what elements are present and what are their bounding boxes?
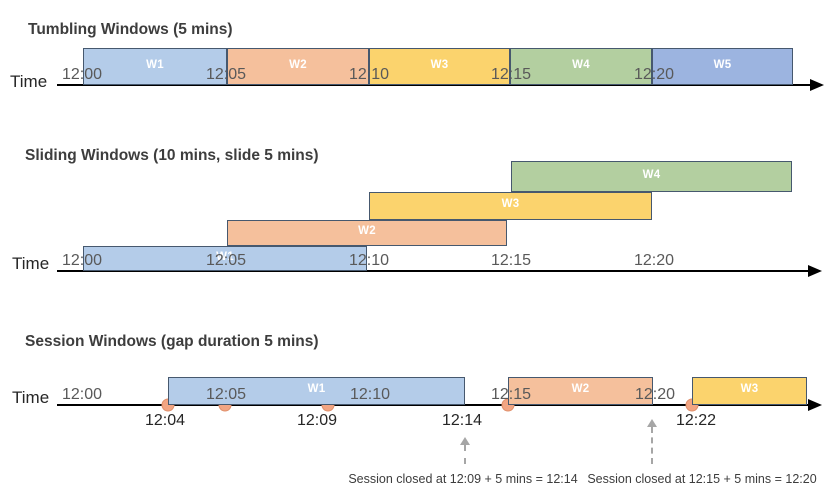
window-box-tumbling-w4: W4: [510, 48, 652, 85]
window-box-tumbling-w1: W1: [83, 48, 227, 85]
session-close-annotation: Session closed at 12:15 + 5 mins = 12:20: [587, 472, 817, 486]
event-dot: [321, 398, 335, 412]
window-label: W2: [358, 225, 376, 237]
axis-tick-label: 12:20: [633, 252, 675, 269]
window-box-tumbling-w2: W2: [227, 48, 369, 85]
window-box-sliding-w1: W1: [83, 246, 367, 271]
event-time-label: 12:09: [296, 412, 338, 429]
timeline-tumbling: [57, 84, 810, 86]
window-label: W4: [572, 58, 590, 71]
time-axis-label: Time: [12, 388, 50, 407]
axis-tick-label: 12:10: [348, 66, 390, 83]
window-label: W5: [713, 58, 732, 71]
axis-tick-label: 12:00: [61, 386, 103, 403]
arrow-up-head-icon: [460, 437, 470, 445]
session-close-arrow-icon: [647, 419, 657, 464]
axis-tick-label: 12:15: [490, 252, 532, 269]
window-label: W3: [740, 383, 759, 395]
arrow-dashed-shaft: [651, 427, 653, 464]
event-time-label: 12:04: [144, 412, 186, 429]
axis-tick-label: 12:20: [634, 386, 676, 403]
window-box-sliding-w2: W2: [227, 220, 507, 246]
timeline-session: [57, 404, 808, 406]
arrow-dashed-shaft: [464, 445, 466, 464]
window-box-sliding-w3: W3: [369, 192, 652, 220]
window-label: W1: [216, 250, 234, 263]
window-label: W4: [642, 168, 661, 181]
session-close-annotation: Session closed at 12:09 + 5 mins = 12:14: [348, 472, 578, 486]
axis-tick-label: 12:05: [205, 386, 247, 403]
axis-tick-label: 12:00: [61, 252, 103, 269]
timeline-arrowhead-icon: [810, 79, 824, 91]
time-axis-label: Time: [10, 72, 48, 91]
window-label: W3: [430, 58, 449, 71]
section-title-tumbling: Tumbling Windows (5 mins): [28, 20, 233, 38]
event-time-label: 12:22: [675, 412, 717, 429]
window-label: W1: [307, 383, 326, 395]
section-title-session: Session Windows (gap duration 5 mins): [25, 332, 319, 350]
event-time-label: 12:14: [441, 412, 483, 429]
window-label: W2: [289, 58, 307, 71]
axis-tick-label: 12:20: [633, 66, 675, 83]
section-title-sliding: Sliding Windows (10 mins, slide 5 mins): [25, 146, 319, 164]
time-axis-label: Time: [12, 254, 50, 273]
arrow-up-head-icon: [647, 419, 657, 427]
window-label: W3: [501, 198, 520, 210]
session-close-arrow-icon: [460, 437, 470, 464]
axis-tick-label: 12:15: [490, 386, 532, 403]
event-dot: [685, 398, 699, 412]
window-label: W2: [571, 383, 590, 395]
window-box-sliding-w4: W4: [511, 161, 792, 192]
window-box-session-w2: W2: [508, 377, 653, 405]
window-box-session-w1: W1: [168, 377, 465, 405]
event-dot: [218, 398, 232, 412]
axis-tick-label: 12:05: [205, 252, 247, 269]
window-box-session-w3: W3: [692, 377, 807, 405]
timeline-arrowhead-icon: [808, 399, 822, 411]
axis-tick-label: 12:00: [61, 66, 103, 83]
axis-tick-label: 12:15: [490, 66, 532, 83]
event-dot: [161, 398, 175, 412]
timeline-arrowhead-icon: [808, 265, 822, 277]
window-label: W1: [146, 58, 164, 71]
event-dot: [501, 398, 515, 412]
timeline-sliding: [57, 270, 808, 272]
axis-tick-label: 12:10: [348, 252, 390, 269]
axis-tick-label: 12:05: [205, 66, 247, 83]
window-box-tumbling-w5: W5: [652, 48, 793, 85]
axis-tick-label: 12:10: [349, 386, 391, 403]
window-box-tumbling-w3: W3: [369, 48, 510, 85]
